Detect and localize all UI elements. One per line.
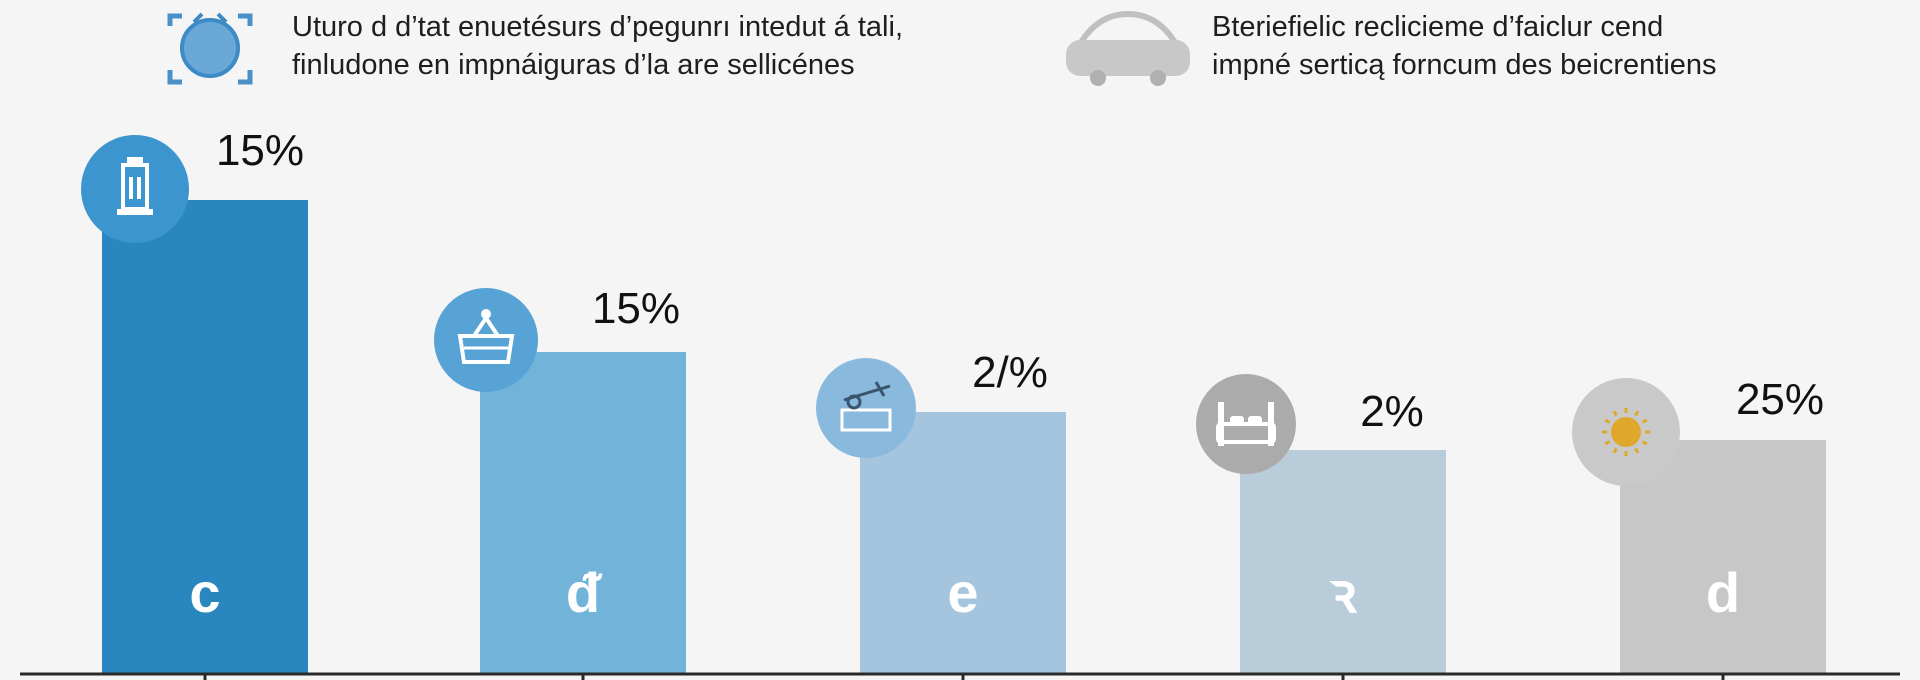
legend-item-2-line-2: impné serticą forncum des beicrentiens — [1212, 49, 1717, 81]
bars-group: c 15% ᵭ 15% e 2/% ꝛ 2% d 25% — [81, 126, 1826, 674]
bar-2 — [480, 352, 686, 674]
bar-5 — [1620, 440, 1826, 674]
legend-item-2-line-1: Bteriefielic reclicieme d’faiclur cend — [1212, 11, 1664, 43]
sign-icon — [816, 358, 916, 458]
sun-icon — [1572, 378, 1680, 486]
value-label-2: 15% — [592, 284, 680, 333]
car-icon — [1066, 10, 1190, 86]
bed-icon — [1196, 374, 1296, 474]
bar-3 — [860, 412, 1066, 674]
basket-icon — [434, 288, 538, 392]
bar-4 — [1240, 450, 1446, 674]
legend-item-2: Bteriefielic reclicieme d’faiclur cend i… — [1058, 8, 1717, 88]
legend-item-1-line-1: Uturo d d’tat enuetésurs d’pegunrı inted… — [292, 11, 903, 43]
value-label-5: 25% — [1736, 375, 1824, 424]
x-axis-ticks — [203, 674, 1725, 680]
category-label-2: ᵭ — [566, 561, 603, 624]
legend-item-1-line-2: finludone en impnáiguras d’la are sellic… — [292, 49, 855, 81]
value-label-3: 2/% — [972, 348, 1048, 397]
building-icon — [81, 135, 189, 243]
value-label-4: 2% — [1360, 387, 1424, 436]
category-label-4: ꝛ — [1329, 561, 1358, 624]
category-label-1: c — [189, 561, 220, 624]
target-icon — [167, 12, 253, 85]
bar-1 — [102, 200, 308, 674]
legend-item-1: Uturo d d’tat enuetésurs d’pegunrı inted… — [160, 8, 903, 88]
category-label-5: d — [1706, 561, 1740, 624]
category-label-3: e — [947, 561, 978, 624]
value-label-1: 15% — [216, 126, 304, 175]
